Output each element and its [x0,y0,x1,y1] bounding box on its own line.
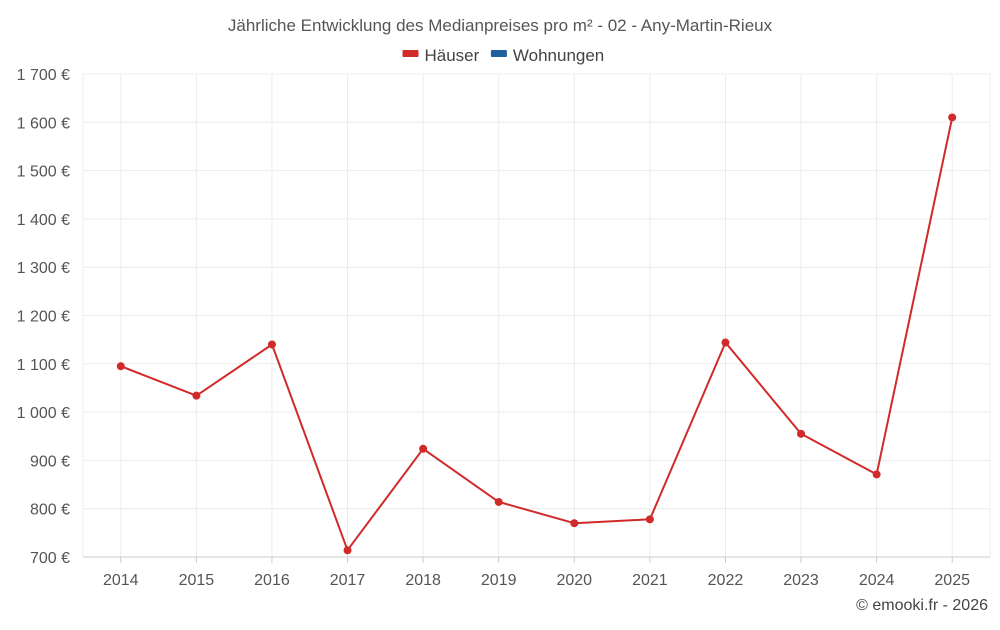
y-tick-label: 800 € [30,502,70,519]
y-tick-label: 1 300 € [17,260,70,277]
y-tick-label: 1 600 € [17,115,70,132]
y-axis: 700 € 800 € 900 € 1 000 € 1 100 € 1 200 € 1 30… [17,67,70,567]
data-point[interactable] [797,429,806,438]
y-tick-label: 1 500 € [17,164,70,181]
y-tick-label: 700 € [30,550,70,567]
legend-label: Wohnungen [513,46,604,65]
y-tick-label: 1 400 € [17,212,70,229]
legend-item-0[interactable]: Häuser [402,46,480,65]
data-point[interactable] [116,362,125,371]
x-tick-label: 2015 [179,572,215,589]
y-tick-label: 1 200 € [17,309,70,326]
legend-swatch [402,50,419,57]
data-point[interactable] [192,391,201,400]
credit-text: © emooki.fr - 2026 [856,597,988,614]
gridlines [82,73,991,557]
legend-label: Häuser [425,46,480,65]
y-tick-label: 900 € [30,453,70,470]
legend-swatch [490,50,507,57]
x-tick-label: 2018 [405,572,441,589]
series-group [116,113,957,555]
data-point[interactable] [872,470,881,479]
x-tick-label: 2025 [934,572,970,589]
y-tick-label: 1 700 € [17,67,70,84]
x-tick-label: 2016 [254,572,290,589]
x-tick-label: 2017 [330,572,366,589]
y-tick-label: 1 100 € [17,357,70,374]
y-tick-label: 1 000 € [17,405,70,422]
data-point[interactable] [721,338,730,347]
data-point[interactable] [570,519,579,528]
x-tick-label: 2024 [859,572,895,589]
x-tick-label: 2023 [783,572,819,589]
x-tick-label: 2019 [481,572,517,589]
data-point[interactable] [494,497,503,506]
x-axis: 2014 2015 2016 2017 2018 2019 2020 2021 2022 2023… [83,556,990,589]
data-point[interactable] [419,444,428,453]
data-point[interactable] [343,546,352,555]
data-point[interactable] [645,515,654,524]
series-line-0 [120,117,954,552]
legend: Häuser Wohnungen [402,46,604,65]
x-tick-label: 2022 [708,572,744,589]
x-tick-label: 2021 [632,572,668,589]
legend-item-1[interactable]: Wohnungen [490,46,604,65]
x-tick-label: 2014 [103,572,139,589]
data-point[interactable] [267,340,276,349]
x-tick-label: 2020 [556,572,592,589]
chart-title: Jährliche Entwicklung des Medianpreises … [228,16,773,35]
data-point[interactable] [948,113,957,122]
